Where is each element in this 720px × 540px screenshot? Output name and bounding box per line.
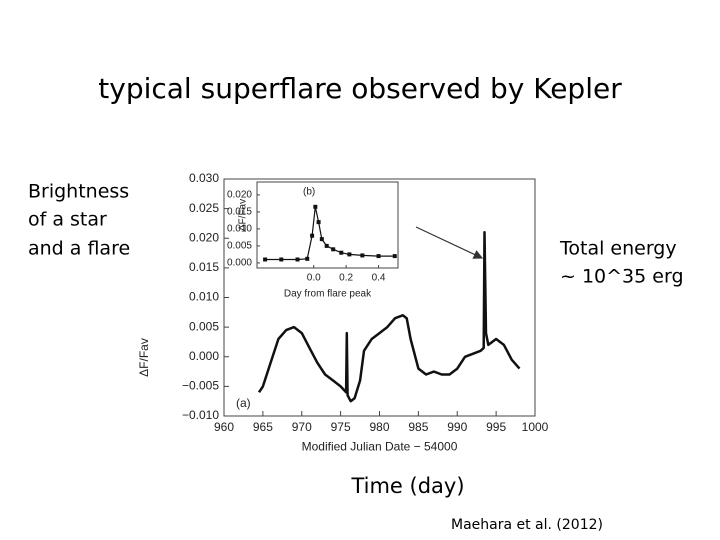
y-tick-label: 0.020: [227, 190, 252, 201]
inset-background: [257, 182, 398, 268]
y-axis-label: ΔF/Fav: [137, 338, 151, 377]
y-tick-label: −0.010: [182, 408, 219, 422]
y-tick-label: 0.025: [189, 201, 219, 215]
x-tick-label: 970: [292, 420, 312, 434]
y-tick-label: 0.005: [227, 241, 252, 252]
x-tick-label: 980: [369, 420, 389, 434]
data-point: [339, 250, 344, 255]
plot-frame: [256, 181, 399, 269]
data-point: [316, 220, 321, 225]
data-point: [263, 257, 268, 262]
slide-title: typical superflare observed by Kepler: [98, 72, 622, 105]
y-tick-label: 0.010: [227, 224, 252, 235]
left-label: and a flare: [28, 238, 130, 260]
citation: Maehara et al. (2012): [451, 517, 603, 533]
x-caption: Time (day): [350, 474, 464, 498]
y-axis-label: ΔF/Fav: [238, 199, 249, 231]
y-tick-label: 0.015: [227, 207, 252, 218]
x-tick-label: 0.0: [307, 273, 321, 284]
data-point: [331, 247, 336, 252]
right-label: ~ 10^35 erg: [560, 266, 684, 288]
y-tick-label: 0.015: [189, 260, 219, 274]
data-line: [257, 231, 521, 403]
right-label: Total energy: [559, 238, 677, 260]
y-tick-label: 0.030: [189, 171, 219, 185]
left-label: of a star: [28, 209, 107, 231]
x-tick-label: 990: [447, 420, 467, 434]
annotation: (b): [303, 187, 315, 198]
y-tick-label: 0.000: [189, 349, 219, 363]
data-point: [360, 253, 365, 258]
x-tick-label: 960: [214, 420, 234, 434]
data-point: [376, 254, 381, 259]
x-axis-label: Modified Julian Date − 54000: [302, 439, 458, 453]
x-tick-label: 975: [331, 420, 351, 434]
x-tick-label: 985: [408, 420, 428, 434]
data-point: [295, 257, 300, 262]
x-tick-label: 1000: [522, 420, 549, 434]
y-tick-label: −0.005: [182, 379, 219, 393]
y-tick-label: 0.010: [189, 290, 219, 304]
data-point: [324, 243, 329, 248]
x-tick-label: 995: [486, 420, 506, 434]
data-point: [279, 257, 284, 262]
data-point: [305, 256, 310, 261]
data-point: [319, 237, 324, 242]
y-tick-label: 0.000: [227, 258, 252, 269]
data-point: [310, 233, 315, 238]
left-label: Brightness: [28, 181, 129, 203]
y-tick-label: 0.020: [189, 230, 219, 244]
x-axis-label: Day from flare peak: [284, 289, 372, 300]
arrow: [415, 226, 484, 259]
annotation: (a): [236, 396, 251, 410]
x-tick-label: 0.2: [339, 273, 353, 284]
data-point: [347, 252, 352, 257]
y-tick-label: 0.005: [189, 319, 219, 333]
data-point: [392, 254, 397, 259]
x-tick-label: 965: [253, 420, 273, 434]
x-tick-label: 0.4: [372, 273, 386, 284]
data-point: [313, 204, 318, 209]
